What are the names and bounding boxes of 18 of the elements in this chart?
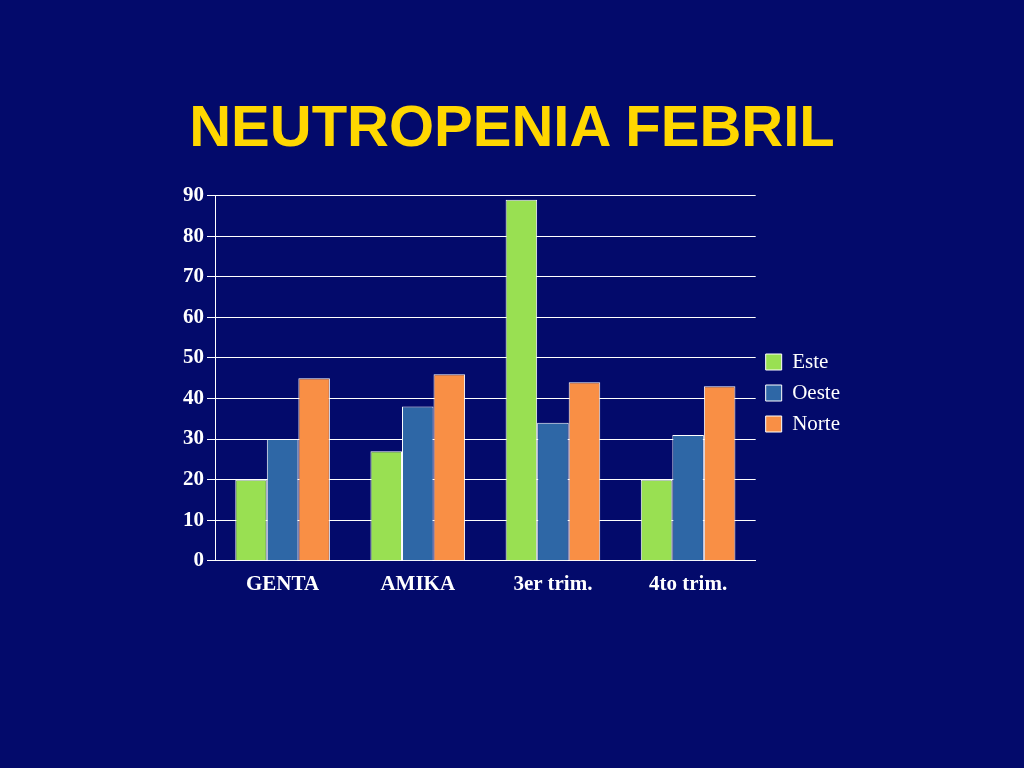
legend-label: Este (792, 348, 829, 373)
y-tick-label: 10 (183, 506, 204, 531)
x-tick-label: GENTA (246, 570, 320, 595)
y-tick-label: 60 (183, 303, 204, 328)
y-tick-label: 20 (183, 466, 204, 491)
x-tick-label: 3er trim. (513, 570, 593, 595)
y-tick-label: 0 (193, 547, 204, 572)
y-tick-label: 70 (183, 263, 204, 288)
legend-label: Norte (792, 410, 841, 435)
x-tick-label: AMIKA (380, 570, 456, 595)
y-tick-label: 50 (183, 344, 204, 369)
y-tick-label: 90 (183, 182, 204, 207)
chart-title: NEUTROPENIA FEBRIL (188, 92, 836, 159)
y-tick-label: 30 (183, 425, 204, 450)
x-tick-label: 4to trim. (649, 570, 728, 595)
legend-label: Oeste (792, 379, 841, 404)
y-tick-label: 40 (183, 384, 204, 409)
y-tick-label: 80 (183, 222, 204, 247)
